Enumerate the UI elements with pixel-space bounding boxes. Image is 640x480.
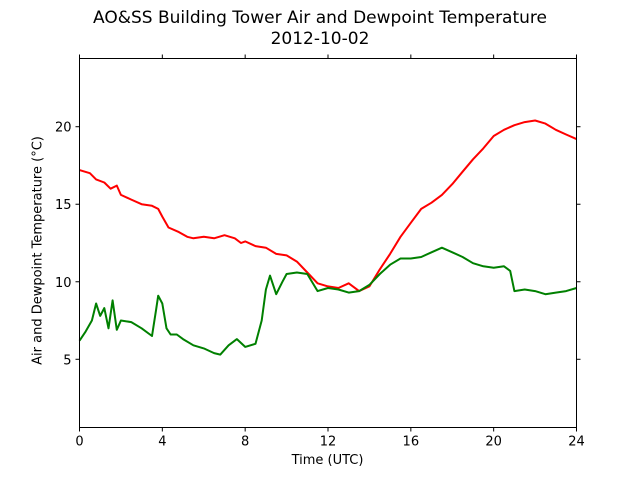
y-tick-label: 15 (55, 198, 72, 213)
y-axis-label: Air and Dewpoint Temperature (°C) (30, 136, 46, 365)
chart-subtitle: 2012-10-02 (270, 29, 370, 49)
x-tick-label: 4 (158, 435, 166, 450)
tick-layer: 0 4 8 12 16 20 24 5 10 15 20 (55, 54, 585, 450)
x-tick-label: 8 (241, 435, 249, 450)
y-tick-label: 5 (63, 353, 71, 368)
x-tick-label: 16 (403, 435, 420, 450)
x-tick-label: 20 (485, 435, 502, 450)
x-tick-label: 24 (568, 435, 585, 450)
x-axis-label: Time (UTC) (291, 453, 364, 468)
series-layer (78, 119, 577, 356)
plot-frame (79, 58, 577, 428)
y-tick-label: 10 (55, 276, 72, 291)
y-tick-label: 20 (55, 121, 72, 136)
series-line-1 (79, 119, 577, 293)
x-tick-label: 12 (320, 435, 337, 450)
series-line-2 (78, 246, 577, 356)
chart-title: AO&SS Building Tower Air and Dewpoint Te… (92, 8, 547, 28)
x-tick-label: 0 (75, 435, 83, 450)
